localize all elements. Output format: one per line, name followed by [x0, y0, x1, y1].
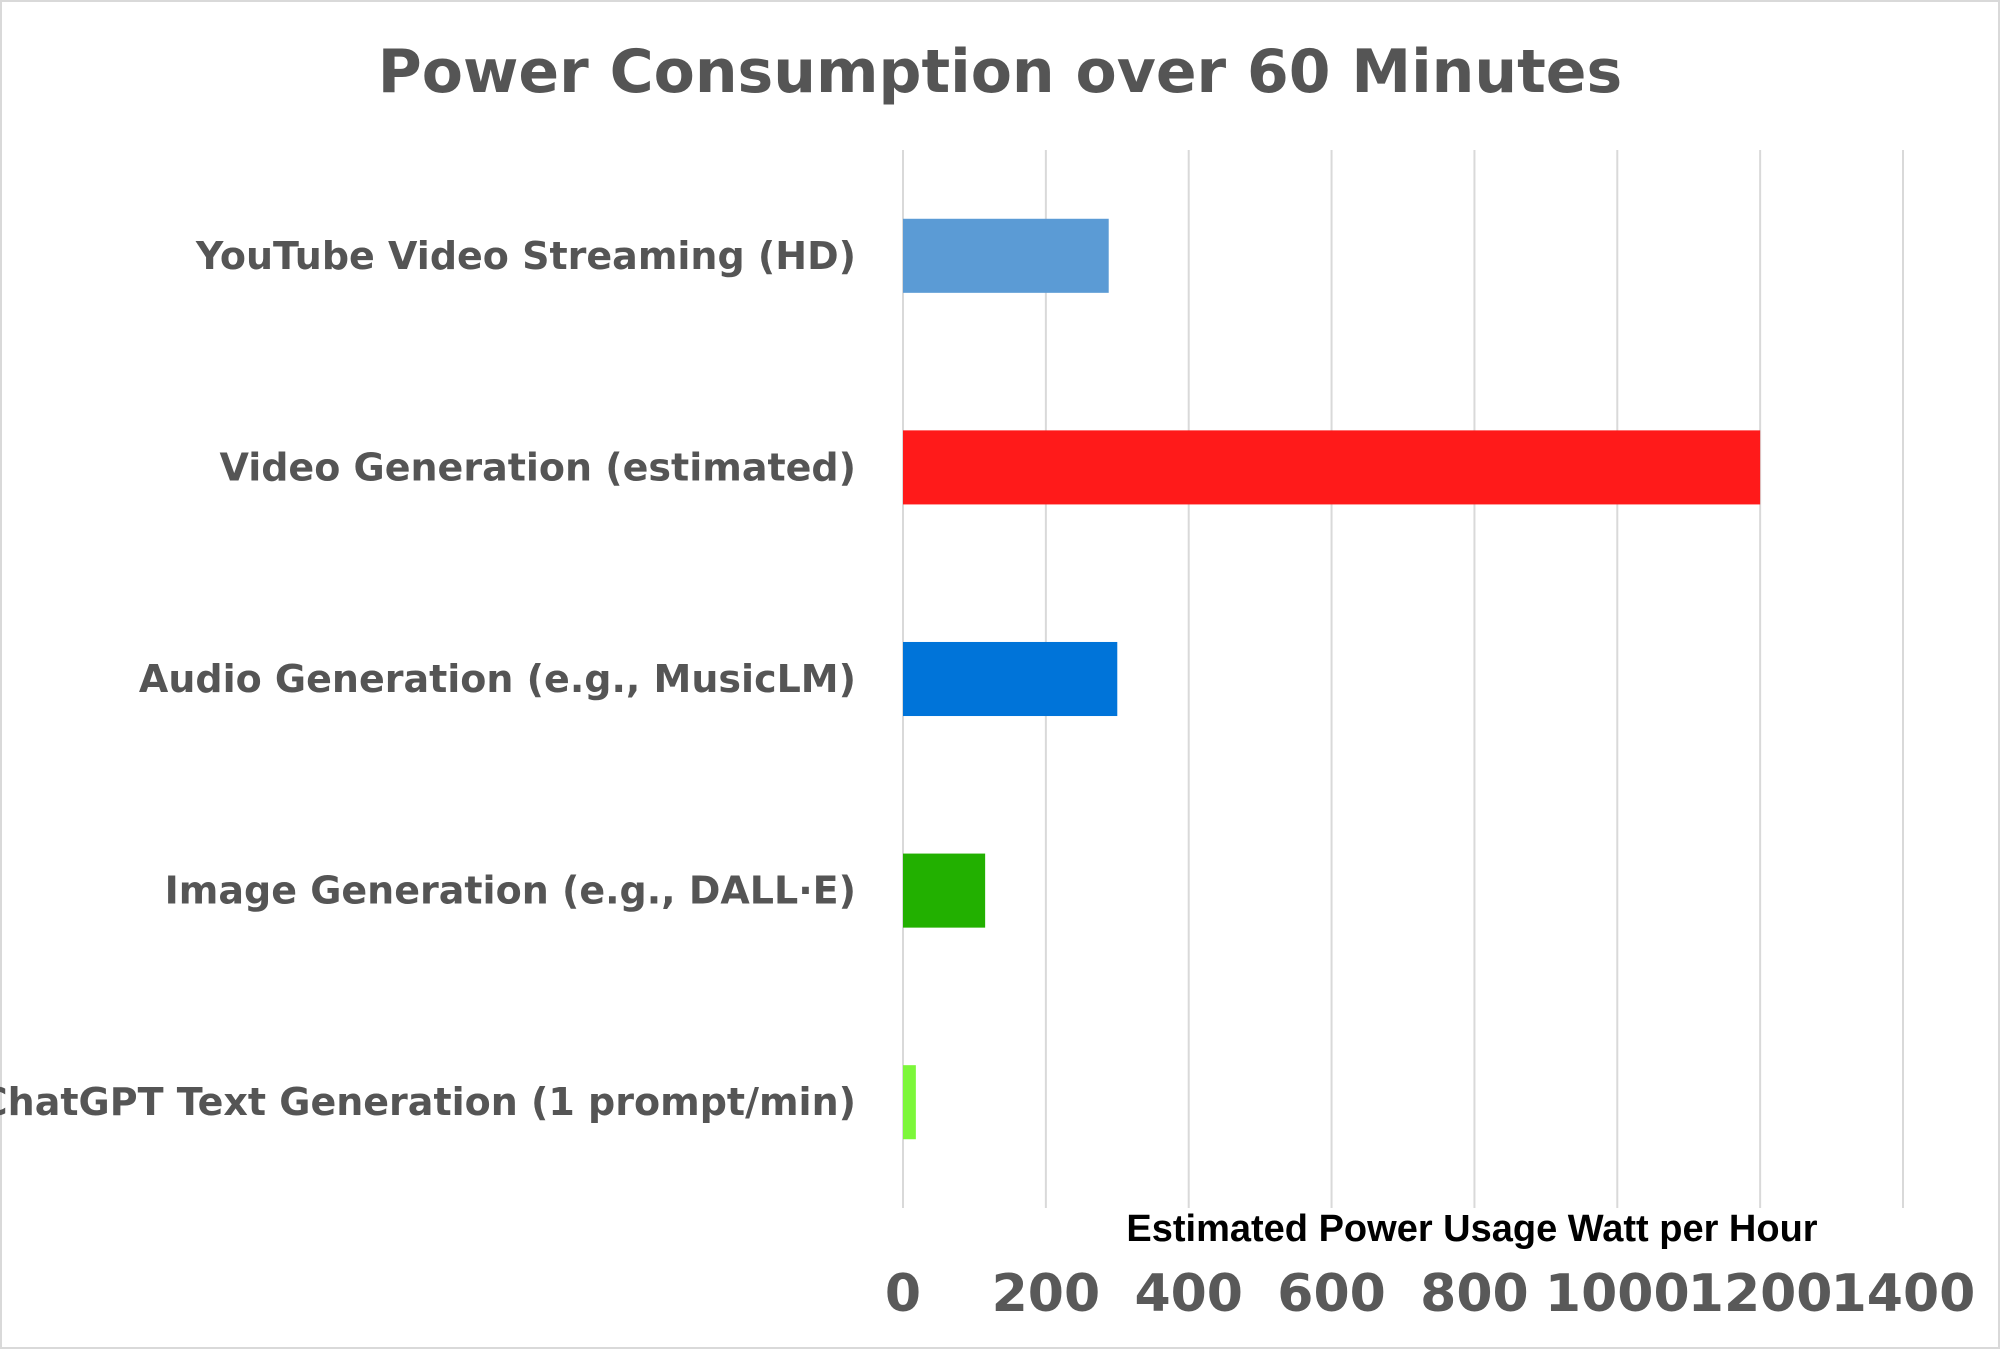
category-label: Audio Generation (e.g., MusicLM) — [139, 657, 856, 701]
bar — [903, 641, 1118, 717]
x-tick-label: 1400 — [1831, 1264, 1976, 1324]
bar — [903, 1065, 916, 1140]
bar — [903, 218, 1109, 293]
gridlines — [902, 150, 1904, 1208]
bars — [903, 218, 1761, 1140]
x-tick-label: 600 — [1277, 1264, 1386, 1324]
category-label: YouTube Video Streaming (HD) — [195, 234, 856, 278]
category-label: ChatGPT Text Generation (1 prompt/min) — [0, 1080, 856, 1124]
x-tick-label: 1200 — [1688, 1264, 1833, 1324]
category-labels: YouTube Video Streaming (HD) Video Genera… — [0, 234, 856, 1124]
x-axis-title: Estimated Power Usage Watt per Hour — [1126, 1208, 1817, 1250]
x-tick-label: 800 — [1420, 1264, 1529, 1324]
x-tick-label: 400 — [1134, 1264, 1243, 1324]
chart-title: Power Consumption over 60 Minutes — [378, 37, 1622, 107]
category-label: Video Generation (estimated) — [219, 445, 856, 489]
x-tick-label: 200 — [992, 1264, 1101, 1324]
x-tick-label: 0 — [885, 1264, 921, 1324]
bar — [903, 853, 986, 928]
category-label: Image Generation (e.g., DALL·E) — [165, 869, 856, 913]
x-tick-label: 1000 — [1545, 1264, 1690, 1324]
bar — [903, 430, 1761, 505]
